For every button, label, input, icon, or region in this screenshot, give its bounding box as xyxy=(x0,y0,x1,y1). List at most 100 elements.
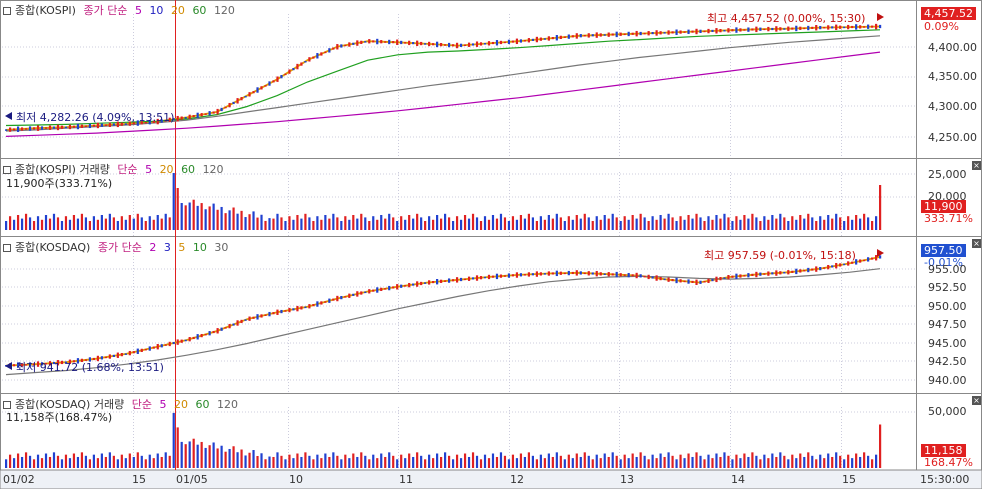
volume-bar xyxy=(523,218,527,230)
volume-bar xyxy=(216,209,219,230)
volume-bar xyxy=(619,221,622,230)
close-icon[interactable]: × xyxy=(972,396,981,405)
kosdaq-high-annotation: 최고 957.59 (-0.01%, 15:18) xyxy=(704,249,856,262)
x-axis-label: 14 xyxy=(731,473,745,486)
volume-bar xyxy=(503,217,507,230)
kosdaq-low-annotation: 최저 941.72 (1.68%, 13:51) xyxy=(16,361,164,374)
candle xyxy=(228,102,231,108)
candle xyxy=(236,320,239,326)
candle xyxy=(563,272,566,275)
candle xyxy=(92,124,95,127)
close-icon[interactable]: × xyxy=(972,161,981,170)
kosdaq-current-change: -0.01% xyxy=(924,256,963,269)
volume-bar xyxy=(220,445,223,468)
volume-bar xyxy=(659,453,662,468)
close-icon[interactable]: × xyxy=(972,239,981,248)
candle xyxy=(743,29,746,31)
volume-bar xyxy=(455,216,459,230)
candle xyxy=(240,97,243,101)
volume-bar xyxy=(859,218,862,230)
candle xyxy=(607,272,610,277)
volume-bar xyxy=(699,455,702,468)
candle xyxy=(687,279,690,284)
volume-bar xyxy=(731,459,734,468)
candle xyxy=(304,306,307,309)
candle xyxy=(779,271,782,275)
volume-bar xyxy=(747,218,750,230)
volume-bar xyxy=(104,218,107,230)
candle xyxy=(611,33,614,36)
volume-bar xyxy=(192,199,195,230)
volume-bar xyxy=(360,213,363,230)
volume-bar xyxy=(272,456,275,468)
volume-bar xyxy=(44,215,48,230)
candle xyxy=(499,274,503,278)
candle xyxy=(116,121,119,128)
kospi-vol-ytick: 25,000 xyxy=(928,168,967,181)
candle xyxy=(180,339,183,343)
candle xyxy=(116,352,119,358)
ma-line xyxy=(5,268,881,376)
panel-toggle-icon[interactable] xyxy=(3,401,11,409)
candle xyxy=(731,275,734,278)
candle xyxy=(755,271,758,278)
volume-bar xyxy=(471,452,475,468)
candle xyxy=(96,122,99,129)
volume-bar xyxy=(256,455,259,468)
candle xyxy=(120,122,123,126)
candle xyxy=(272,80,275,83)
volume-bar xyxy=(531,455,534,468)
volume-bar xyxy=(188,441,191,468)
candle xyxy=(675,29,678,35)
candle xyxy=(683,280,686,283)
volume-bar xyxy=(440,456,443,468)
volume-bar xyxy=(483,454,487,468)
candle xyxy=(551,37,554,40)
panel-toggle-icon[interactable] xyxy=(3,166,11,174)
volume-bar xyxy=(551,218,554,230)
candle xyxy=(376,287,379,293)
volume-bar xyxy=(443,213,447,230)
panel-toggle-icon[interactable] xyxy=(3,7,11,15)
volume-bar xyxy=(140,455,143,468)
volume-bar xyxy=(803,218,806,230)
candle xyxy=(811,26,814,29)
volume-bar xyxy=(671,217,674,230)
volume-bar xyxy=(428,454,431,468)
candle xyxy=(396,39,399,45)
kospi-current-price: 4,457.52 xyxy=(921,7,976,20)
candle xyxy=(703,281,706,283)
volume-bar xyxy=(148,216,151,230)
panel-toggle-icon[interactable] xyxy=(3,244,11,252)
volume-bar xyxy=(392,217,395,230)
candle xyxy=(188,114,191,120)
x-axis-label: 01/02 xyxy=(3,473,35,486)
candle xyxy=(467,42,471,47)
volume-bar xyxy=(372,216,375,230)
candle xyxy=(68,359,72,364)
volume-bar xyxy=(168,217,171,230)
kosdaq-ma-5: 5 xyxy=(178,241,186,254)
candle xyxy=(539,37,542,41)
candle xyxy=(392,41,395,44)
candle xyxy=(204,333,207,336)
volume-bar xyxy=(835,213,838,230)
candle xyxy=(543,273,546,275)
candle xyxy=(48,361,52,366)
volume-bar xyxy=(304,213,307,230)
candle xyxy=(124,123,127,125)
volume-bar xyxy=(376,458,379,468)
volume-bar xyxy=(292,458,295,468)
candle xyxy=(308,57,311,62)
volume-bar xyxy=(412,218,415,230)
volume-bar xyxy=(356,456,359,468)
candle xyxy=(487,41,491,46)
candle xyxy=(671,31,674,34)
candle xyxy=(140,121,143,125)
candle xyxy=(152,346,155,349)
volume-bar xyxy=(687,453,690,468)
volume-bar xyxy=(443,452,447,468)
candle xyxy=(340,44,343,48)
candle xyxy=(268,81,271,86)
